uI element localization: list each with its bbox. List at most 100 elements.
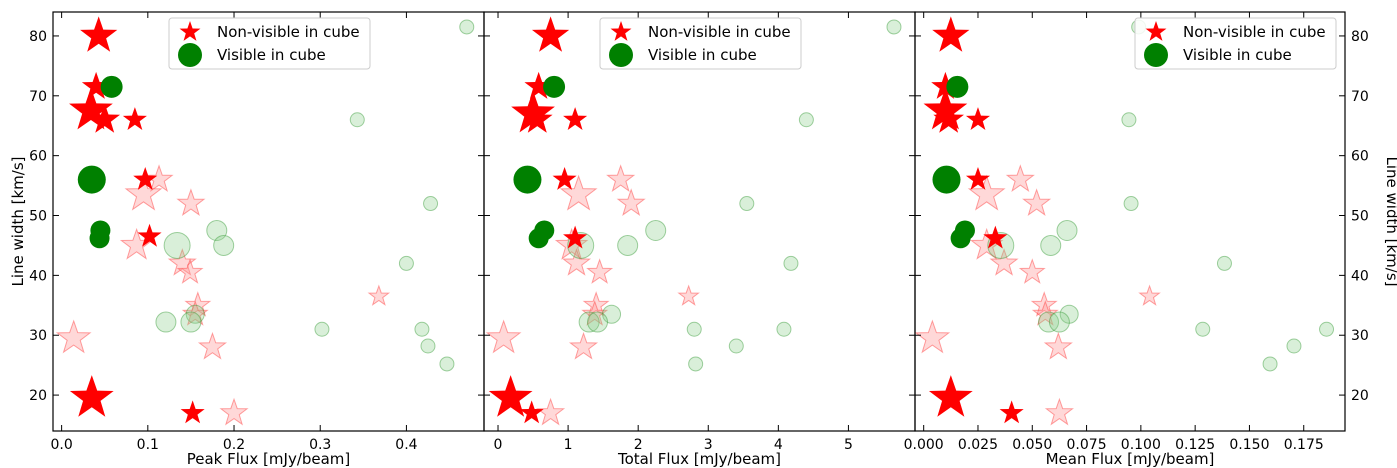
circle-faded-series xyxy=(155,19,475,372)
legend: Non-visible in cube Visible in cube xyxy=(599,17,802,70)
circle-point xyxy=(1195,321,1211,337)
star-point xyxy=(124,174,163,211)
star-point xyxy=(928,375,973,417)
legend-label-nonvisible: Non-visible in cube xyxy=(1183,23,1326,41)
x-tick-label: 1 xyxy=(564,437,573,453)
x-tick-label: 0.175 xyxy=(1284,437,1324,453)
star-point xyxy=(1044,397,1074,426)
x-tick-label: 0.3 xyxy=(309,437,331,453)
x-tick-label: 5 xyxy=(844,437,853,453)
y-tick-label: 70 xyxy=(29,89,47,105)
x-tick-label: 0.2 xyxy=(223,437,245,453)
circle-point xyxy=(185,304,205,324)
circle-point xyxy=(89,228,110,249)
legend-label-visible: Visible in cube xyxy=(648,46,757,64)
legend-star-icon xyxy=(179,21,201,41)
star-point xyxy=(559,174,598,211)
star-point xyxy=(933,103,964,133)
star-point xyxy=(55,319,92,354)
y-tick-label: 80 xyxy=(1351,29,1369,45)
x-axis-label: Mean Flux [mJy/beam] xyxy=(1046,450,1215,468)
star-point xyxy=(965,107,991,130)
x-tick-label: 4 xyxy=(774,437,783,453)
panel-1: 0.0 0.1 0.2 0.3 0.4 20 30 40 50 60 70 80 Peak Flux [… xyxy=(9,11,485,468)
star-point xyxy=(1031,300,1059,326)
circle-point xyxy=(414,321,430,337)
star-point xyxy=(511,90,555,133)
x-axis-label: Total Flux [mJy/beam] xyxy=(617,450,781,468)
legend-circle-icon xyxy=(178,43,202,67)
circle-point xyxy=(459,19,475,35)
star-point xyxy=(485,319,522,354)
star-point xyxy=(89,103,121,133)
legend-circle-icon xyxy=(609,43,633,67)
circle-point xyxy=(602,304,622,324)
circle-point xyxy=(1319,321,1335,337)
circle-point xyxy=(1216,255,1232,271)
star-point xyxy=(552,166,577,190)
legend-star-icon xyxy=(1145,21,1167,41)
star-point xyxy=(932,16,970,52)
circle-point xyxy=(1123,196,1139,212)
star-point xyxy=(69,375,114,417)
axes-frame xyxy=(914,11,1346,432)
circle-point xyxy=(420,338,436,354)
y-tick-label: 30 xyxy=(29,328,47,344)
star-point xyxy=(965,166,991,190)
circle-point xyxy=(617,234,639,256)
star-point xyxy=(563,225,588,249)
y-tick-label: 30 xyxy=(1351,328,1369,344)
y-tick-label: 80 xyxy=(29,29,47,45)
circle-point xyxy=(77,165,106,194)
star-point xyxy=(677,284,700,306)
circle-point xyxy=(1038,311,1060,333)
circle-point xyxy=(206,219,228,241)
x-tick-label: 0.050 xyxy=(1012,437,1052,453)
star-point xyxy=(144,164,174,192)
x-tick-label: 0.100 xyxy=(1121,437,1161,453)
circle-point xyxy=(100,75,123,98)
circle-point xyxy=(1040,234,1062,256)
circle-point xyxy=(688,356,704,372)
x-tick-label: 0.125 xyxy=(1175,437,1215,453)
star-point xyxy=(616,188,646,216)
star-point xyxy=(81,71,111,99)
y-tick-label: 70 xyxy=(1351,89,1369,105)
x-tick-label: 0.4 xyxy=(395,437,417,453)
y-axis-label: Line width [km/s] xyxy=(9,156,27,286)
star-point xyxy=(219,397,249,426)
y-tick-label: 40 xyxy=(29,268,47,284)
star-point xyxy=(1018,258,1046,284)
legend-box xyxy=(599,17,802,70)
circle-point xyxy=(783,255,799,271)
y-tick-label: 50 xyxy=(1351,209,1369,225)
star-point xyxy=(80,16,118,52)
series-star xyxy=(69,16,205,424)
y-tick-label: 40 xyxy=(1351,268,1369,284)
series-circle xyxy=(77,75,123,249)
circle-point xyxy=(349,112,365,128)
panel-2: 0 1 2 3 4 5 Total Flux [mJy/beam] Non-visible i… xyxy=(483,11,916,468)
star-point xyxy=(536,397,566,426)
star-point xyxy=(137,223,162,247)
star-point xyxy=(176,258,204,284)
star-point xyxy=(367,284,391,306)
circle-point xyxy=(163,231,191,259)
x-tick-label: 0 xyxy=(494,437,503,453)
star-point xyxy=(524,71,553,99)
star-point xyxy=(531,16,570,52)
circle-point xyxy=(932,165,961,194)
x-tick-label: 0.0 xyxy=(50,437,72,453)
x-tick-label: 0.075 xyxy=(1067,437,1107,453)
circle-point xyxy=(886,19,902,35)
x-tick-label: 0.025 xyxy=(958,437,998,453)
x-tick-label: 0.000 xyxy=(904,437,944,453)
circle-point xyxy=(776,321,792,337)
x-tick-label: 0.1 xyxy=(137,437,159,453)
star-point xyxy=(167,248,197,276)
circle-point xyxy=(1048,311,1070,333)
circle-point xyxy=(1059,304,1079,324)
star-point xyxy=(1043,331,1073,360)
circle-point xyxy=(314,321,330,337)
